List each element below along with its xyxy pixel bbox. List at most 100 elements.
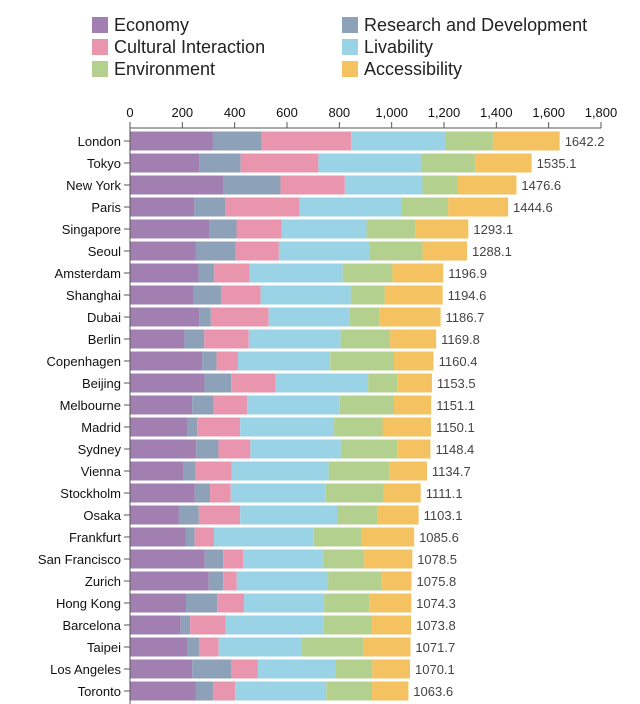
- bar-row-singapore: 1293.1: [130, 219, 513, 239]
- bar-row-toronto: 1063.6: [130, 681, 453, 701]
- bar-berlin-accessibility: [390, 329, 437, 349]
- bar-paris-accessibility: [448, 197, 509, 217]
- bar-sydney-accessibility: [397, 439, 431, 459]
- category-label-shanghai: Shanghai: [66, 288, 121, 303]
- bar-zurich-research-and-development: [208, 571, 224, 591]
- bar-seoul-cultural-interaction: [235, 241, 279, 261]
- bar-barcelona-research-and-development: [180, 615, 191, 635]
- bar-osaka-economy: [130, 505, 179, 525]
- total-label-vienna: 1134.7: [432, 464, 471, 479]
- bar-row-osaka: 1103.1: [130, 505, 462, 525]
- bar-london-research-and-development: [212, 131, 262, 151]
- bar-hong-kong-environment: [324, 593, 370, 613]
- bar-los-angeles-cultural-interaction: [231, 659, 258, 679]
- bar-barcelona-accessibility: [371, 615, 412, 635]
- bar-row-sydney: 1148.4: [130, 439, 474, 459]
- bar-copenhagen-cultural-interaction: [216, 351, 239, 371]
- bar-copenhagen-accessibility: [394, 351, 434, 371]
- bar-los-angeles-accessibility: [372, 659, 410, 679]
- bar-dubai-accessibility: [379, 307, 441, 327]
- total-label-stockholm: 1111.1: [426, 486, 463, 501]
- legend-label-economy: Economy: [114, 15, 189, 35]
- bar-los-angeles-livability: [257, 659, 336, 679]
- legend-item-cultural-interaction: Cultural Interaction: [92, 37, 265, 57]
- total-label-dubai: 1186.7: [446, 310, 485, 325]
- bar-dubai-research-and-development: [199, 307, 211, 327]
- legend-swatch-livability: [342, 39, 358, 55]
- bar-tokyo-environment: [420, 153, 475, 173]
- total-label-taipei: 1071.7: [415, 640, 455, 655]
- bar-amsterdam-cultural-interaction: [214, 263, 250, 283]
- bar-toronto-accessibility: [372, 681, 409, 701]
- bar-row-zurich: 1075.8: [130, 571, 456, 591]
- bar-beijing-economy: [130, 373, 205, 393]
- bar-zurich-cultural-interaction: [223, 571, 237, 591]
- bar-row-berlin: 1169.8: [130, 329, 480, 349]
- category-label-osaka: Osaka: [83, 508, 121, 523]
- total-label-berlin: 1169.8: [441, 332, 480, 347]
- bar-new-york-research-and-development: [223, 175, 281, 195]
- x-tick-label: 1,600: [532, 105, 565, 120]
- bar-madrid-research-and-development: [187, 417, 198, 437]
- bar-stockholm-cultural-interaction: [210, 483, 231, 503]
- legend-item-research-and-development: Research and Development: [342, 15, 587, 35]
- bar-frankfurt-livability: [213, 527, 314, 547]
- legend-swatch-research-and-development: [342, 17, 358, 33]
- bar-madrid-cultural-interaction: [197, 417, 241, 437]
- bar-osaka-accessibility: [377, 505, 419, 525]
- bar-sydney-livability: [250, 439, 341, 459]
- bar-vienna-research-and-development: [183, 461, 196, 481]
- bar-row-los-angeles: 1070.1: [130, 659, 455, 679]
- bar-new-york-cultural-interaction: [280, 175, 345, 195]
- bar-san-francisco-economy: [130, 549, 205, 569]
- legend-label-cultural-interaction: Cultural Interaction: [114, 37, 265, 57]
- bar-melbourne-accessibility: [394, 395, 432, 415]
- bar-barcelona-environment: [323, 615, 372, 635]
- bar-beijing-research-and-development: [204, 373, 232, 393]
- bar-copenhagen-research-and-development: [202, 351, 217, 371]
- bar-singapore-environment: [366, 219, 416, 239]
- bar-dubai-livability: [268, 307, 350, 327]
- category-label-zurich: Zurich: [85, 574, 121, 589]
- bar-vienna-economy: [130, 461, 184, 481]
- category-label-taipei: Taipei: [87, 640, 121, 655]
- bar-london-accessibility: [492, 131, 560, 151]
- bar-beijing-environment: [368, 373, 398, 393]
- bar-berlin-livability: [248, 329, 341, 349]
- bar-tokyo-economy: [130, 153, 200, 173]
- bar-san-francisco-cultural-interaction: [223, 549, 244, 569]
- category-axis: London Tokyo New York Paris Singapore Seoul Am…: [38, 128, 131, 704]
- bar-amsterdam-environment: [342, 263, 393, 283]
- category-label-toronto: Toronto: [78, 684, 121, 699]
- bar-melbourne-economy: [130, 395, 193, 415]
- bar-london-environment: [445, 131, 493, 151]
- category-label-madrid: Madrid: [81, 420, 121, 435]
- category-label-san-francisco: San Francisco: [38, 552, 121, 567]
- x-tick-label: 200: [171, 105, 193, 120]
- total-label-singapore: 1293.1: [473, 222, 513, 237]
- bar-osaka-cultural-interaction: [198, 505, 241, 525]
- total-label-amsterdam: 1196.9: [448, 266, 487, 281]
- total-label-toronto: 1063.6: [413, 684, 453, 699]
- bar-singapore-cultural-interaction: [236, 219, 282, 239]
- total-label-beijing: 1153.5: [437, 376, 476, 391]
- total-label-madrid: 1150.1: [436, 420, 475, 435]
- bar-frankfurt-economy: [130, 527, 186, 547]
- bar-singapore-research-and-development: [209, 219, 237, 239]
- bar-berlin-cultural-interaction: [204, 329, 249, 349]
- bar-toronto-cultural-interaction: [212, 681, 236, 701]
- bar-san-francisco-research-and-development: [204, 549, 224, 569]
- bar-paris-livability: [299, 197, 402, 217]
- legend-swatch-environment: [92, 61, 108, 77]
- bar-osaka-environment: [336, 505, 378, 525]
- bar-los-angeles-environment: [335, 659, 373, 679]
- bar-dubai-cultural-interaction: [210, 307, 269, 327]
- legend-label-accessibility: Accessibility: [364, 59, 462, 79]
- total-label-barcelona: 1073.8: [416, 618, 456, 633]
- bar-tokyo-cultural-interaction: [240, 153, 319, 173]
- category-label-beijing: Beijing: [82, 376, 121, 391]
- bar-frankfurt-environment: [313, 527, 362, 547]
- bar-new-york-accessibility: [457, 175, 517, 195]
- bar-row-london: 1642.2: [130, 131, 604, 151]
- bar-stockholm-livability: [230, 483, 326, 503]
